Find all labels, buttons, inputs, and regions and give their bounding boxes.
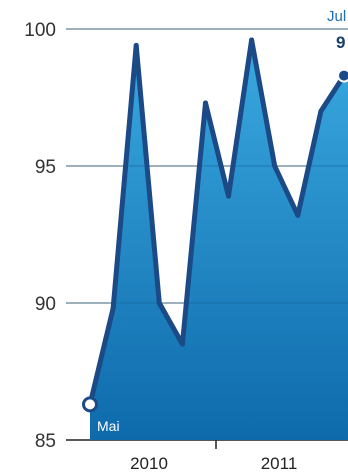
end-label: Jul [327, 8, 346, 25]
area-fill [90, 40, 348, 440]
data-point [272, 163, 278, 169]
start-point-marker [82, 396, 98, 413]
data-point [295, 212, 301, 218]
x-tick-label: 2010 [130, 454, 168, 473]
y-axis-ticks: 100 95 90 85 [24, 20, 56, 452]
data-point [249, 37, 255, 43]
start-label: Mai [97, 418, 120, 434]
data-point [318, 108, 324, 114]
y-tick-label: 100 [24, 20, 56, 41]
y-tick-label: 90 [35, 294, 56, 315]
data-point [179, 341, 185, 347]
data-point [202, 100, 208, 106]
x-axis-ticks: 2010 2011 [130, 440, 297, 473]
data-point [133, 42, 139, 48]
series-line [87, 37, 347, 407]
x-tick-label: 2011 [261, 454, 298, 473]
data-point [226, 193, 232, 199]
markers [82, 37, 348, 413]
data-point [110, 305, 116, 311]
annotations: Mai Jul 9 [97, 8, 346, 434]
y-tick-label: 85 [35, 431, 56, 452]
end-point-marker [339, 70, 348, 81]
data-point [156, 300, 162, 306]
y-tick-label: 95 [35, 157, 56, 178]
end-value-label: 9 [336, 33, 345, 52]
